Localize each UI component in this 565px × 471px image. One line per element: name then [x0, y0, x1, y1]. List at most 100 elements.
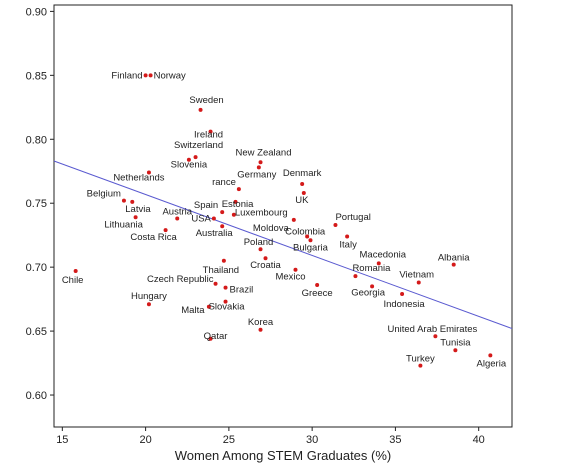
point-label: Slovenia [171, 160, 208, 171]
point-label: Macedonia [360, 249, 407, 260]
point-label: USA [191, 214, 211, 225]
point-label: Estonia [222, 199, 254, 210]
points-group [73, 73, 493, 368]
point-label: Switzerland [174, 140, 223, 151]
data-point [163, 228, 168, 233]
point-label: Latvia [125, 204, 151, 215]
point-label: Malta [181, 305, 205, 316]
data-point [308, 238, 313, 243]
point-label: Mexico [275, 272, 305, 283]
point-label: Bulgaria [293, 242, 329, 253]
data-point [305, 234, 310, 239]
point-label: Norway [154, 70, 186, 81]
data-point [300, 182, 305, 187]
data-point [211, 216, 216, 221]
data-point [400, 292, 405, 297]
point-label: United Arab Emirates [388, 324, 478, 335]
point-label: Chile [62, 275, 84, 286]
data-point [133, 215, 138, 220]
data-point [220, 210, 225, 215]
x-tick-label: 15 [56, 434, 68, 446]
trend-line-group [53, 160, 513, 330]
data-point [223, 285, 228, 290]
point-label: Australia [196, 228, 234, 239]
y-tick-label: 0.80 [26, 134, 47, 146]
data-point [186, 157, 191, 162]
data-point [376, 261, 381, 266]
data-point [73, 268, 78, 273]
data-point [256, 165, 261, 170]
data-point [223, 299, 228, 304]
y-tick-label: 0.65 [26, 326, 47, 338]
y-tick-label: 0.90 [26, 6, 47, 18]
y-axis: 0.60 0.65 0.70 0.75 0.80 0.85 0.90 [26, 6, 54, 402]
data-point [258, 160, 263, 165]
data-point [193, 155, 198, 160]
data-point [146, 302, 151, 307]
point-label: Belgium [87, 189, 121, 200]
data-point [258, 327, 263, 332]
x-tick-label: 20 [139, 434, 151, 446]
point-label: Thailand [203, 265, 239, 276]
data-point [453, 348, 458, 353]
data-point [433, 334, 438, 339]
x-tick-label: 30 [306, 434, 318, 446]
data-point [333, 222, 338, 227]
x-tick-label: 25 [223, 434, 235, 446]
point-label: Colombia [285, 226, 326, 237]
data-point [258, 247, 263, 252]
data-point [233, 199, 238, 204]
x-tick-label: 35 [389, 434, 401, 446]
point-label: Greece [302, 288, 333, 299]
point-label: Spain [194, 200, 218, 211]
data-point [206, 304, 211, 309]
y-tick-label: 0.70 [26, 262, 47, 274]
point-label: rance [212, 177, 236, 188]
y-tick-label: 0.60 [26, 390, 47, 402]
point-label: UK [295, 195, 309, 206]
point-label: Lithuania [104, 219, 143, 230]
data-point [221, 258, 226, 263]
y-tick-label: 0.75 [26, 198, 47, 210]
y-tick-label: 0.85 [26, 70, 47, 82]
point-label: Germany [237, 169, 276, 180]
plot-frame [53, 4, 513, 428]
data-point [130, 199, 135, 204]
data-point [345, 234, 350, 239]
data-point [213, 281, 218, 286]
point-label: Austria [162, 207, 192, 218]
point-label: Brazil [230, 285, 254, 296]
data-point [146, 170, 151, 175]
point-label: Indonesia [383, 299, 425, 310]
x-axis-title: Women Among STEM Graduates (%) [175, 448, 392, 463]
point-label: Poland [244, 237, 274, 248]
data-point [208, 336, 213, 341]
data-point [121, 198, 126, 203]
point-label: Slovakia [209, 302, 246, 313]
point-label: Netherlands [113, 173, 164, 184]
point-label: Portugal [335, 212, 370, 223]
data-point [143, 73, 148, 78]
data-point [370, 284, 375, 289]
data-point [175, 216, 180, 221]
point-label: Algeria [477, 358, 507, 369]
point-label: Sweden [189, 95, 223, 106]
x-axis: 15 20 25 30 35 40 [56, 427, 485, 446]
data-point [231, 212, 236, 217]
data-point [208, 129, 213, 134]
data-point [198, 107, 203, 112]
point-label: New Zealand [236, 147, 292, 158]
data-point [301, 190, 306, 195]
point-label: Qatar [204, 331, 228, 342]
data-point [315, 283, 320, 288]
point-label: Tunisia [440, 337, 471, 348]
data-point [353, 274, 358, 279]
point-label: Italy [339, 239, 357, 250]
point-label: Czech Republic [147, 274, 214, 285]
data-point [451, 262, 456, 267]
data-point [418, 363, 423, 368]
trend-line [53, 160, 513, 330]
data-point [148, 73, 153, 78]
